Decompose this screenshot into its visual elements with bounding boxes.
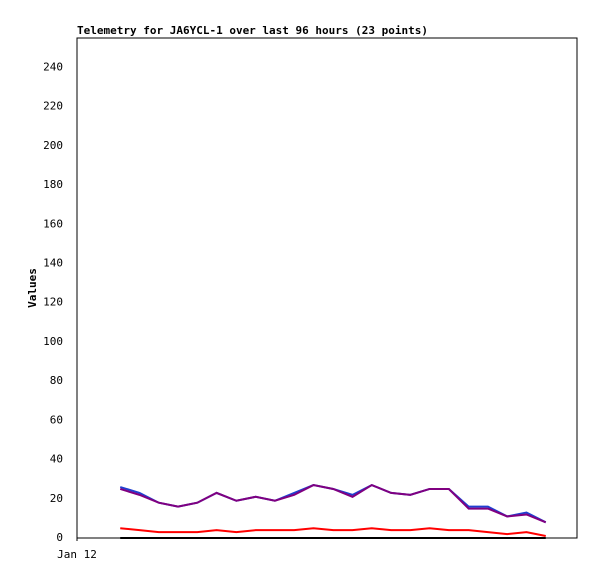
y-tick-label: 160	[43, 217, 63, 230]
y-tick-label: 100	[43, 335, 63, 348]
chart-title: Telemetry for JA6YCL-1 over last 96 hour…	[77, 24, 428, 37]
y-tick-label: 140	[43, 256, 63, 269]
y-tick-label: 80	[50, 374, 63, 387]
x-tick-label: Jan 12	[57, 548, 97, 561]
y-tick-label: 20	[50, 492, 63, 505]
y-tick-label: 200	[43, 139, 63, 152]
y-tick-label: 60	[50, 413, 63, 426]
series-line	[120, 527, 546, 538]
y-tick-label: 220	[43, 100, 63, 113]
y-tick-label: 180	[43, 178, 63, 191]
y-tick-label: 40	[50, 453, 63, 466]
y-axis-label: Values	[26, 268, 39, 308]
y-tick-label: 0	[56, 531, 63, 544]
y-tick-label: 240	[43, 60, 63, 73]
y-tick-label: 120	[43, 296, 63, 309]
series-line	[119, 483, 547, 524]
